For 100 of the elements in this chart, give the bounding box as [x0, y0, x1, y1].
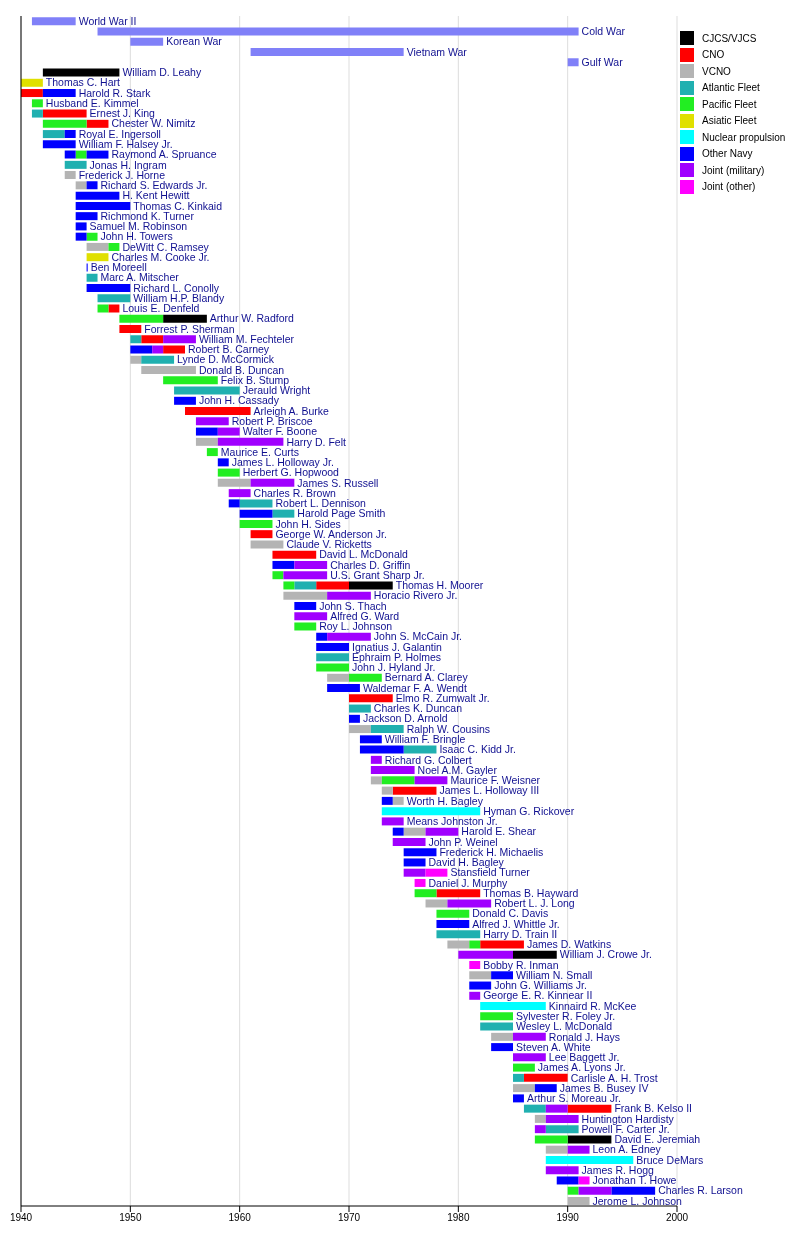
y-tick-label: George W. Anderson Jr.	[275, 527, 387, 540]
y-tick-label: Harry D. Felt	[286, 435, 346, 448]
bar	[534, 1125, 546, 1134]
x-tick-label: 1990	[556, 1212, 580, 1224]
bar	[174, 386, 240, 395]
bar	[567, 1186, 579, 1195]
bar	[414, 878, 426, 887]
y-tick-label: World War II	[78, 14, 137, 27]
bar	[195, 417, 229, 426]
y-tick-label: Alfred G. Ward	[330, 609, 400, 622]
y-tick-label: Walter F. Boone	[242, 425, 318, 438]
legend-label: Atlantic Fleet	[702, 82, 760, 94]
bar	[86, 273, 98, 282]
y-tick-label: James D. Watkins	[526, 938, 612, 951]
y-tick-label: Leon A. Edney	[592, 1143, 662, 1156]
bar	[217, 478, 251, 487]
x-tick-label: 1950	[119, 1212, 142, 1224]
bar	[316, 663, 349, 672]
bar	[64, 160, 87, 169]
bar	[436, 930, 481, 939]
bar	[534, 1084, 557, 1093]
bar	[75, 181, 87, 190]
y-tick-label: Jackson D. Arnold	[362, 712, 448, 725]
bar	[42, 140, 76, 149]
bar	[86, 150, 109, 159]
bar	[469, 961, 481, 970]
bar	[425, 827, 459, 836]
y-tick-label: John H. Sides	[275, 517, 341, 530]
y-tick-label: William M. Fechteler	[198, 332, 295, 345]
x-tick-label: 1970	[337, 1212, 361, 1224]
y-tick-label: Arthur W. Radford	[209, 312, 295, 325]
y-tick-label: Claude V. Ricketts	[286, 538, 372, 551]
bar	[545, 1104, 568, 1113]
bar	[42, 89, 76, 98]
y-tick-label: Robert L. Dennison	[275, 497, 367, 510]
bar	[239, 509, 273, 518]
y-tick-label: David H. Bagley	[428, 856, 505, 869]
bar	[491, 971, 513, 980]
bar	[272, 571, 284, 580]
bar	[381, 796, 393, 805]
bar	[370, 725, 404, 734]
bar	[42, 130, 65, 139]
x-tick-label: 2000	[665, 1212, 689, 1224]
y-tick-label: Harry D. Train II	[483, 927, 558, 940]
bar	[141, 335, 164, 344]
bar	[545, 1166, 579, 1175]
bar	[480, 1022, 513, 1031]
bar	[370, 776, 382, 785]
legend-label: CJCS/VJCS	[702, 32, 757, 44]
bar	[458, 950, 513, 959]
y-tick-label: John H. Cassady	[198, 394, 280, 407]
bar	[545, 1155, 634, 1164]
y-tick-label: Roy L. Johnson	[319, 620, 393, 633]
bar	[108, 242, 120, 251]
bar	[349, 714, 360, 723]
bar	[392, 827, 404, 836]
bar	[327, 632, 371, 641]
bar	[513, 1073, 524, 1082]
bar	[152, 345, 164, 354]
bar	[108, 304, 120, 313]
bar	[86, 253, 109, 262]
bar	[86, 232, 98, 241]
bar	[228, 489, 251, 498]
bar	[119, 324, 142, 333]
y-tick-label: Steven A. White	[516, 1040, 591, 1053]
bar	[31, 99, 43, 108]
bar	[86, 119, 109, 128]
y-tick-label: Maurice E. Curts	[220, 445, 299, 458]
bar	[480, 1002, 546, 1011]
bar	[545, 1114, 579, 1123]
bar	[42, 119, 87, 128]
bar	[163, 335, 196, 344]
y-tick-label: Arthur S. Moreau Jr.	[526, 1092, 621, 1105]
y-tick-label: Horacio Rivero Jr.	[373, 589, 458, 602]
bar	[185, 407, 251, 416]
bar	[217, 437, 284, 446]
bar	[97, 294, 131, 303]
y-tick-label: Gulf War	[581, 55, 624, 68]
y-tick-label: Richard S. Edwards Jr.	[100, 179, 208, 192]
bar	[392, 837, 426, 846]
bar	[283, 591, 328, 600]
y-tick-label: Royal E. Ingersoll	[78, 127, 161, 140]
y-tick-label: Ralph W. Cousins	[406, 722, 491, 735]
y-tick-label: Thomas H. Moorer	[395, 579, 484, 592]
y-tick-label: Jonathan T. Howe	[592, 1174, 677, 1187]
bar	[294, 612, 328, 621]
bar	[349, 704, 371, 713]
bar	[327, 591, 371, 600]
bar	[534, 1135, 568, 1144]
y-tick-label: Ben Moreell	[90, 261, 147, 274]
x-tick-label: 1940	[9, 1212, 33, 1224]
y-tick-label: Harold E. Shear	[461, 825, 537, 838]
bar	[316, 643, 349, 652]
y-tick-label: DeWitt C. Ramsey	[122, 240, 210, 253]
y-tick-label: Husband E. Kimmel	[45, 96, 139, 109]
y-tick-label: Daniel J. Murphy	[428, 876, 509, 889]
y-tick-label: Forrest P. Sherman	[144, 322, 235, 335]
bar	[97, 27, 579, 36]
y-tick-label: William N. Small	[516, 968, 593, 981]
y-tick-label: John S. McCain Jr.	[373, 630, 462, 643]
